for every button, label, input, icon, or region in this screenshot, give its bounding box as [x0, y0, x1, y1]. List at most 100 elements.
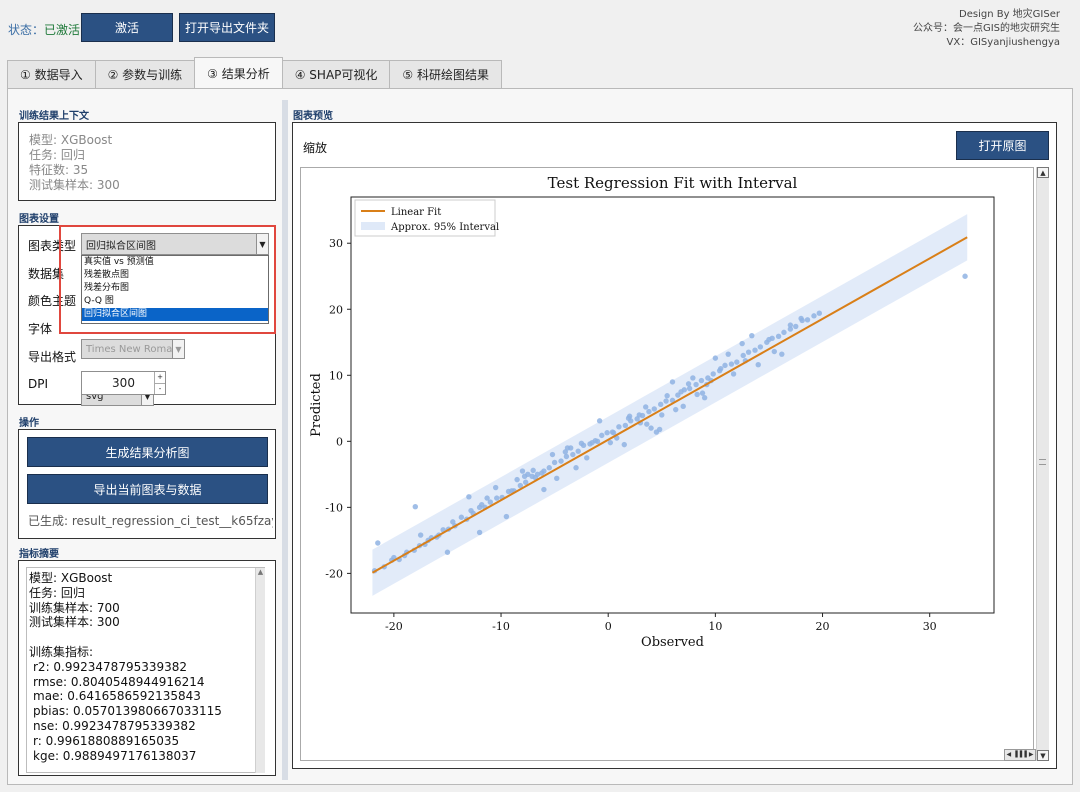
scroll-up-icon[interactable]: ▲	[257, 568, 264, 576]
data-point	[752, 347, 758, 353]
open-original-button[interactable]: 打开原图	[956, 131, 1049, 160]
panel-splitter[interactable]	[282, 100, 288, 780]
data-point	[551, 459, 558, 466]
tab-result-analysis[interactable]: ③ 结果分析	[194, 57, 283, 88]
metrics-line: 训练集指标:	[29, 644, 94, 659]
data-point	[616, 424, 622, 430]
chart-type-select[interactable]: 回归拟合区间图 ▼	[81, 233, 269, 255]
data-point	[658, 401, 664, 408]
data-point	[589, 439, 595, 446]
spin-up-icon[interactable]: +	[154, 372, 165, 383]
generate-analysis-button[interactable]: 生成结果分析图	[27, 437, 268, 467]
data-point	[669, 379, 676, 385]
y-tick-label: 20	[329, 303, 343, 316]
metrics-line: r2: 0.9923478795339382	[33, 659, 188, 674]
main-tabs: ① 数据导入 ② 参数与训练 ③ 结果分析 ④ SHAP可视化 ⑤ 科研绘图结果	[7, 57, 502, 88]
dropdown-option-selected[interactable]: 回归拟合区间图	[82, 308, 268, 321]
data-point	[646, 408, 652, 415]
spin-down-icon[interactable]: -	[154, 383, 165, 394]
open-export-folder-button[interactable]: 打开导出文件夹	[179, 13, 275, 42]
metrics-textarea[interactable]: 模型: XGBoost 任务: 回归 训练集样本: 700 测试集样本: 300 训练…	[26, 567, 265, 773]
data-point	[570, 451, 576, 458]
data-point	[734, 359, 740, 365]
metrics-line: 测试集样本: 300	[29, 615, 120, 630]
y-tick-label: 0	[336, 435, 343, 448]
metrics-line: mae: 0.6416586592135843	[33, 689, 201, 704]
data-point	[730, 371, 737, 377]
font-select[interactable]: Times New Roman ▼	[81, 339, 185, 359]
dropdown-option[interactable]: 真实值 vs 预测值	[84, 257, 154, 267]
data-point	[476, 529, 483, 536]
data-point	[710, 371, 716, 377]
data-point	[740, 352, 746, 359]
plot-frame	[350, 196, 995, 614]
scroll-down-icon[interactable]: ▼	[1037, 750, 1049, 761]
data-point	[694, 391, 700, 398]
tab-data-import[interactable]: ① 数据导入	[7, 60, 96, 88]
metrics-scrollbar[interactable]: ▲	[255, 568, 265, 773]
data-point	[659, 412, 665, 418]
chart-type-label: 图表类型	[28, 239, 77, 253]
dataset-label: 数据集	[28, 267, 65, 281]
data-point	[596, 418, 603, 424]
data-point	[728, 361, 735, 367]
data-point	[541, 486, 547, 493]
data-point	[487, 499, 494, 505]
preview-title: 图表预览	[293, 111, 333, 122]
context-line: 任务: 回归	[29, 148, 85, 162]
data-point	[634, 416, 640, 422]
x-tick-label: -20	[385, 620, 403, 633]
data-point	[417, 532, 424, 538]
metrics-line: 模型: XGBoost	[29, 571, 113, 585]
dpi-spinbox[interactable]: 300 + -	[81, 371, 166, 395]
metrics-box: 模型: XGBoost 任务: 回归 训练集样本: 700 测试集样本: 300 训练…	[18, 560, 276, 776]
y-tick-label: -20	[325, 567, 343, 580]
x-axis-label: Observed	[641, 635, 704, 650]
data-point	[745, 349, 752, 355]
scroll-up-icon[interactable]: ▲	[1037, 167, 1049, 178]
legend-band-swatch	[361, 222, 385, 230]
data-point	[621, 441, 627, 448]
dropdown-option[interactable]: Q-Q 图	[84, 296, 114, 306]
data-point	[798, 315, 804, 322]
data-point	[663, 398, 669, 404]
activate-button[interactable]: 激活	[81, 13, 173, 42]
data-point	[466, 494, 472, 500]
dropdown-option[interactable]: 残差散点图	[84, 270, 130, 280]
data-point	[375, 540, 381, 546]
dropdown-option[interactable]: 残差分布图	[84, 283, 130, 293]
x-tick-label: 0	[605, 620, 612, 633]
data-point	[458, 514, 465, 520]
data-point	[479, 502, 485, 508]
export-current-button[interactable]: 导出当前图表与数据	[27, 474, 268, 504]
preview-vscrollbar[interactable]: ▲ ▼	[1036, 167, 1049, 761]
data-point	[444, 549, 451, 555]
data-point	[625, 415, 632, 421]
metrics-line: kge: 0.9889497176138037	[33, 748, 197, 763]
y-axis-label: Predicted	[309, 373, 324, 437]
tab-params-training[interactable]: ② 参数与训练	[94, 60, 196, 88]
data-point	[698, 377, 705, 384]
metrics-line: 训练集样本: 700	[29, 600, 120, 615]
tab-shap-visualization[interactable]: ④ SHAP可视化	[281, 60, 391, 88]
data-point	[781, 329, 787, 336]
metrics-line: 任务: 回归	[29, 585, 85, 600]
context-line: 测试集样本: 300	[29, 178, 120, 192]
data-point	[749, 332, 755, 339]
data-point	[678, 389, 684, 395]
data-point	[564, 445, 571, 451]
export-format-label: 导出格式	[28, 350, 77, 364]
data-point	[509, 488, 515, 494]
data-point	[604, 430, 610, 436]
data-point	[793, 323, 799, 330]
data-point	[693, 381, 699, 388]
status-indicator: 状态：已激活	[8, 21, 80, 38]
credits-line-1: Design By 地灾GISer	[959, 9, 1060, 20]
tab-research-plots[interactable]: ⑤ 科研绘图结果	[389, 60, 502, 88]
preview-hscrollbar[interactable]: ◀ ▐▐▐ ▶	[1004, 749, 1036, 761]
context-line: 模型: XGBoost	[29, 133, 113, 147]
data-point	[554, 475, 560, 481]
data-point	[539, 470, 545, 476]
font-value: Times New Roman	[86, 343, 179, 355]
data-point	[521, 473, 528, 480]
